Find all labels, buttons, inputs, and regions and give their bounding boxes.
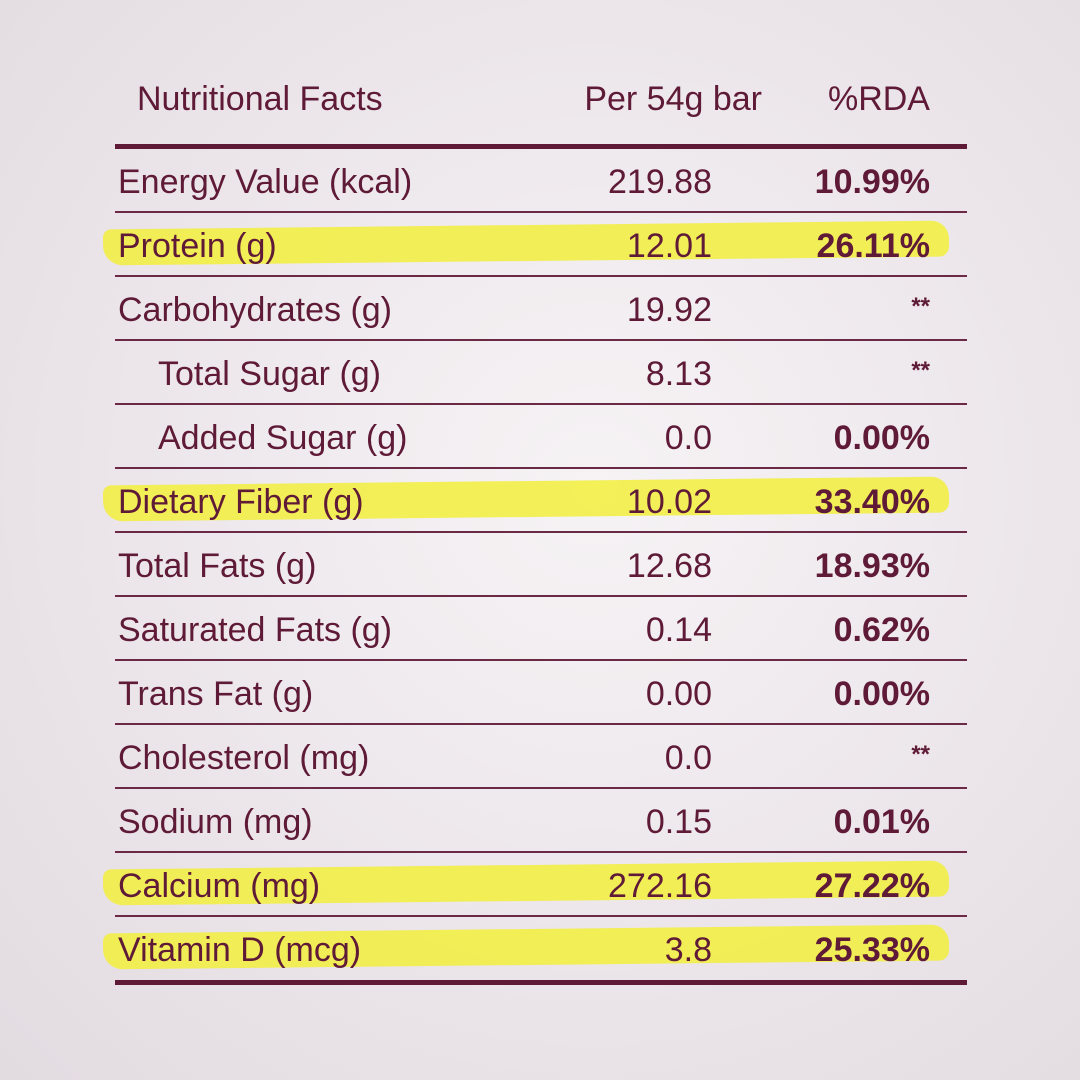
rda-value: **	[911, 357, 930, 384]
rda-value: 27.22%	[814, 867, 930, 905]
nutrient-name: Saturated Fats (g)	[118, 611, 393, 649]
rda-value: **	[911, 741, 930, 768]
table-row: Protein (g) 12.01 26.11%	[103, 213, 967, 277]
rda-value: 0.00%	[833, 675, 930, 713]
nutrient-name: Total Fats (g)	[118, 547, 317, 585]
table-row: Sodium (mg) 0.15 0.01%	[115, 789, 967, 853]
nutrient-name: Dietary Fiber (g)	[118, 483, 364, 521]
nutrient-name: Cholesterol (mg)	[118, 739, 370, 777]
table-header: Nutritional Facts Per 54g bar %RDA	[115, 60, 967, 149]
rda-value: 33.40%	[814, 483, 930, 521]
per-serving-value: 12.68	[626, 547, 712, 585]
per-serving-value: 0.15	[645, 803, 712, 841]
table-row: Carbohydrates (g) 19.92 **	[115, 277, 967, 341]
table-row: Vitamin D (mcg) 3.8 25.33%	[103, 917, 967, 985]
per-serving-value: 0.00	[645, 675, 712, 713]
nutrition-table: Nutritional Facts Per 54g bar %RDA Energ…	[103, 60, 967, 985]
nutrient-name: Calcium (mg)	[118, 867, 321, 905]
per-serving-value: 0.0	[664, 739, 712, 777]
header-rda: %RDA	[827, 80, 930, 118]
per-serving-value: 12.01	[626, 227, 712, 265]
rda-value: 0.00%	[833, 419, 930, 457]
table-row: Dietary Fiber (g) 10.02 33.40%	[103, 469, 967, 533]
header-per-serving: Per 54g bar	[584, 80, 762, 118]
rda-value: 10.99%	[814, 163, 930, 201]
nutrient-name: Carbohydrates (g)	[118, 291, 393, 329]
per-serving-value: 8.13	[645, 355, 712, 393]
per-serving-value: 0.14	[645, 611, 712, 649]
rda-value: 0.01%	[833, 803, 930, 841]
table-body: Energy Value (kcal) 219.88 10.99% Protein (…	[103, 149, 967, 985]
header-nutrient: Nutritional Facts	[137, 80, 383, 118]
nutrient-name: Total Sugar (g)	[158, 355, 381, 393]
table-row: Total Sugar (g) 8.13 **	[115, 341, 967, 405]
per-serving-value: 0.0	[664, 419, 712, 457]
per-serving-value: 219.88	[608, 163, 712, 201]
per-serving-value: 10.02	[626, 483, 712, 521]
table-row: Added Sugar (g) 0.0 0.00%	[115, 405, 967, 469]
nutrient-name: Added Sugar (g)	[158, 419, 408, 457]
table-row: Saturated Fats (g) 0.14 0.62%	[115, 597, 967, 661]
rda-value: 18.93%	[814, 547, 930, 585]
rda-value: **	[911, 293, 930, 320]
nutrient-name: Protein (g)	[118, 227, 277, 265]
table-row: Cholesterol (mg) 0.0 **	[115, 725, 967, 789]
rda-value: 26.11%	[816, 227, 930, 265]
nutrient-name: Trans Fat (g)	[118, 675, 314, 713]
table-row: Trans Fat (g) 0.00 0.00%	[115, 661, 967, 725]
per-serving-value: 19.92	[626, 291, 712, 329]
rda-value: 25.33%	[814, 931, 930, 969]
nutrient-name: Energy Value (kcal)	[118, 163, 413, 201]
rda-value: 0.62%	[833, 611, 930, 649]
nutrient-name: Sodium (mg)	[118, 803, 313, 841]
table-row: Energy Value (kcal) 219.88 10.99%	[115, 149, 967, 213]
nutrient-name: Vitamin D (mcg)	[118, 931, 362, 969]
per-serving-value: 272.16	[608, 867, 712, 905]
table-row: Calcium (mg) 272.16 27.22%	[103, 853, 967, 917]
table-row: Total Fats (g) 12.68 18.93%	[115, 533, 967, 597]
per-serving-value: 3.8	[664, 931, 712, 969]
